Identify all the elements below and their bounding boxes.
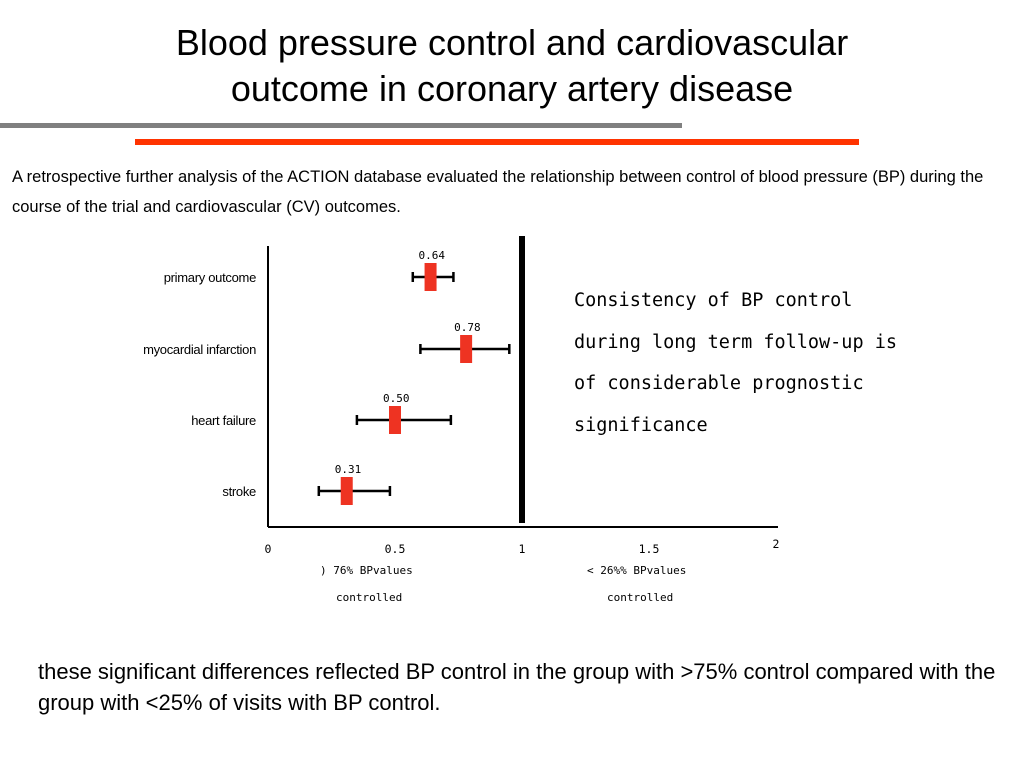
estimate-marker — [460, 335, 473, 363]
category-label: primary outcome — [164, 270, 256, 285]
estimate-marker — [424, 263, 437, 291]
x-caption-right-2: controlled — [607, 591, 673, 604]
slide-title: Blood pressure control and cardiovascula… — [0, 20, 1024, 112]
estimate-label: 0.31 — [335, 463, 362, 476]
intro-text: A retrospective further analysis of the … — [12, 168, 984, 216]
x-caption-left-1: ) 76% BPvalues — [320, 564, 413, 577]
x-tick-label: 1 — [519, 542, 526, 556]
plot-annotation-line: of considerable prognostic — [574, 373, 864, 394]
x-tick-label: 0.5 — [385, 542, 406, 556]
gray-divider — [0, 123, 682, 128]
plot-axes — [267, 236, 778, 528]
plot-annotation-line: during long term follow-up is — [574, 332, 897, 353]
category-label: heart failure — [191, 413, 256, 428]
category-label: myocardial infarction — [143, 342, 256, 357]
plot-annotation-line: significance — [574, 415, 708, 436]
plot-marks — [317, 263, 511, 505]
estimate-marker — [389, 406, 401, 434]
estimate-label: 0.64 — [419, 249, 446, 262]
footer-text: these significant differences reflected … — [38, 659, 996, 715]
x-tick-label: 0 — [265, 542, 272, 556]
plot-text: 0 0.5 1 1.5 2 primary outcome 0.64 myocardial i… — [143, 249, 897, 604]
red-divider — [135, 139, 859, 145]
category-label: stroke — [222, 484, 256, 499]
estimate-label: 0.50 — [383, 392, 410, 405]
plot-annotation-line: Consistency of BP control — [574, 290, 852, 311]
x-caption-left-2: controlled — [336, 591, 402, 604]
x-tick-label: 2 — [773, 537, 780, 551]
slide-title-line1: Blood pressure control and cardiovascula… — [175, 22, 849, 63]
estimate-label: 0.78 — [454, 321, 481, 334]
x-caption-right-1: < 26%% BPvalues — [587, 564, 686, 577]
x-tick-label: 1.5 — [639, 542, 660, 556]
slide-title-line2: outcome in coronary artery disease — [230, 68, 794, 109]
forest-plot: 0 0.5 1 1.5 2 primary outcome 0.64 myocardial i… — [143, 236, 897, 604]
estimate-marker — [340, 477, 353, 505]
